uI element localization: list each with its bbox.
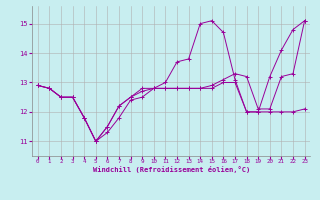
X-axis label: Windchill (Refroidissement éolien,°C): Windchill (Refroidissement éolien,°C)	[92, 166, 250, 173]
